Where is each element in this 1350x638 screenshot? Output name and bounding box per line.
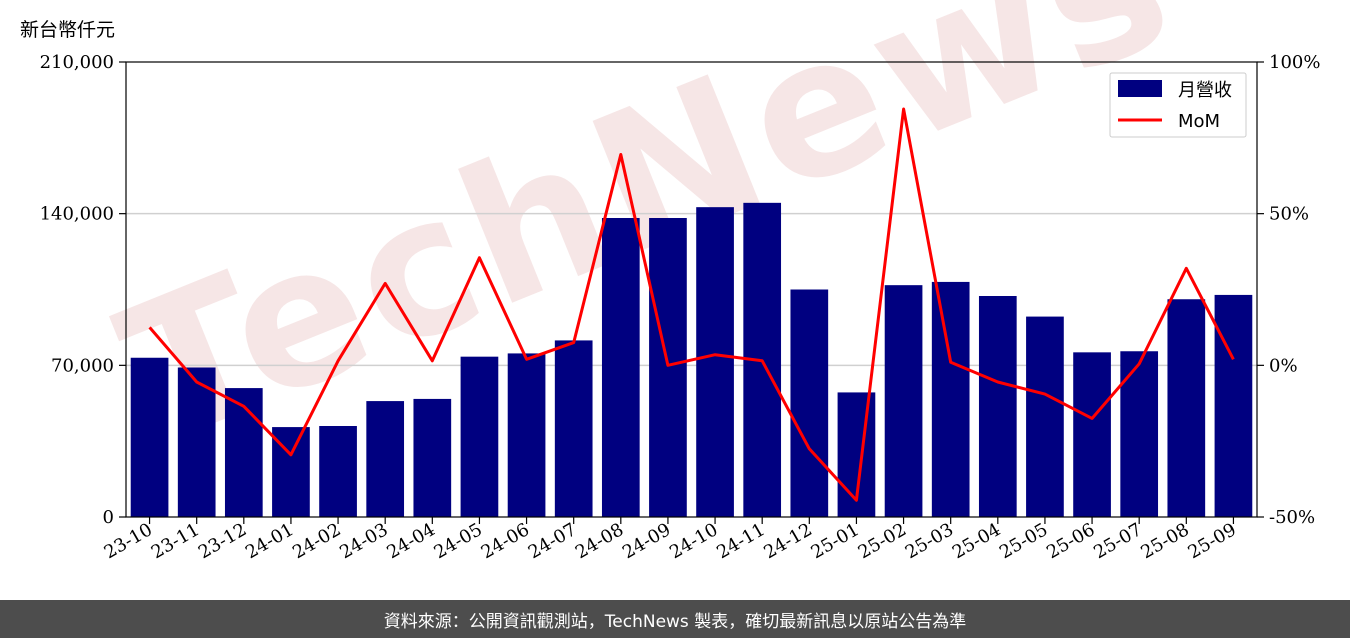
x-tick-label: 25-06 [1043, 519, 1098, 563]
x-tick-label: 24-11 [713, 519, 768, 563]
source-footer-text: 資料來源：公開資訊觀測站，TechNews 製表，確切最新訊息以原站公告為準 [383, 611, 967, 632]
bar-25-04 [978, 296, 1017, 517]
bar-24-09 [649, 218, 687, 517]
source-footer: 資料來源：公開資訊觀測站，TechNews 製表，確切最新訊息以原站公告為準 [0, 600, 1350, 638]
x-tick-label: 25-09 [1184, 519, 1239, 563]
bar-25-08 [1167, 299, 1206, 517]
x-tick-label: 24-03 [336, 519, 391, 563]
bar-24-04 [413, 398, 452, 517]
bar-25-07 [1120, 351, 1159, 517]
bar-24-02 [319, 426, 357, 517]
bar-24-07 [554, 340, 593, 517]
bar-25-09 [1214, 294, 1253, 517]
x-tick-label: 25-05 [996, 519, 1051, 563]
x-tick-label: 24-02 [289, 519, 344, 563]
bar-24-03 [366, 401, 405, 517]
y-tick-label: 140,000 [40, 204, 114, 225]
x-tick-label: 25-07 [1090, 519, 1145, 563]
x-tick-label: 24-07 [525, 519, 580, 563]
x-tick-label: 24-01 [242, 519, 297, 563]
x-tick-label: 24-06 [478, 519, 533, 563]
x-tick-label: 24-12 [760, 519, 815, 563]
x-tick-label: 23-11 [148, 519, 203, 563]
x-tick-label: 24-09 [619, 519, 674, 563]
x-tick-label: 23-12 [195, 519, 250, 563]
x-tick-label: 25-08 [1137, 519, 1192, 563]
x-tick-label: 25-02 [855, 519, 910, 563]
x-tick-label: 24-05 [430, 519, 485, 563]
y2-tick-label: 0% [1269, 355, 1298, 376]
bar-24-12 [790, 289, 829, 517]
legend-label-mom: MoM [1178, 111, 1220, 132]
legend-label-revenue: 月營收 [1178, 80, 1232, 101]
plot-frame [125, 61, 1258, 518]
bar-25-05 [1026, 316, 1064, 517]
x-tick-label: 25-01 [807, 519, 862, 563]
bar-23-10 [130, 357, 169, 517]
grid-lines [126, 212, 1257, 367]
legend: 月營收 MoM [1109, 72, 1247, 138]
mom-line [148, 107, 1235, 502]
revenue-chart: TechNews 0 -50%70,000 0%140,000 50%210,000 1… [40, 0, 1321, 563]
bar-25-02 [884, 285, 923, 517]
revenue-bars [130, 202, 1253, 518]
bar-25-03 [931, 281, 970, 517]
x-tick-label: 24-04 [383, 519, 438, 563]
y2-tick-label: 50% [1269, 204, 1309, 225]
y-tick-label: 210,000 [40, 52, 114, 73]
mom-line-layer [148, 107, 1235, 502]
y2-tick-label: 100% [1269, 52, 1320, 73]
y-tick-label: 70,000 [51, 355, 114, 376]
x-tick-label: 24-08 [572, 519, 627, 563]
bar-24-05 [460, 356, 499, 517]
bar-24-10 [696, 207, 734, 517]
y-axis-unit-label: 新台幣仟元 [20, 19, 116, 41]
y-tick-label: 0 [103, 507, 114, 528]
bar-24-08 [601, 218, 640, 517]
bar-23-11 [177, 367, 216, 517]
x-tick-label: 25-04 [949, 519, 1004, 563]
bar-25-06 [1073, 352, 1111, 517]
x-tick-label: 25-03 [902, 519, 957, 563]
bar-24-06 [507, 353, 546, 517]
x-tick-label: 24-10 [666, 519, 721, 563]
y2-tick-label: -50% [1269, 507, 1315, 528]
bar-23-12 [224, 388, 263, 517]
legend-bar-swatch [1118, 80, 1162, 97]
